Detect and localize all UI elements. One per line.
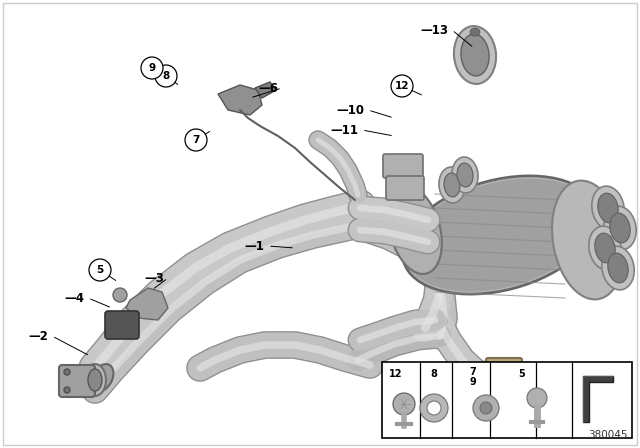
Ellipse shape	[90, 364, 113, 392]
Bar	[382, 362, 632, 438]
Polygon shape	[255, 82, 276, 98]
Circle shape	[113, 288, 127, 302]
Text: 8: 8	[163, 71, 170, 81]
Ellipse shape	[454, 26, 496, 84]
Text: —4: —4	[64, 292, 84, 305]
Circle shape	[480, 402, 492, 414]
Text: 12: 12	[389, 369, 403, 379]
Text: 380045: 380045	[589, 430, 628, 440]
Text: 5: 5	[97, 265, 104, 275]
Ellipse shape	[444, 173, 460, 197]
Text: 7: 7	[192, 135, 200, 145]
FancyBboxPatch shape	[386, 176, 424, 200]
Ellipse shape	[595, 233, 615, 263]
Text: 8: 8	[431, 369, 437, 379]
Ellipse shape	[589, 226, 621, 270]
Ellipse shape	[470, 28, 480, 36]
FancyBboxPatch shape	[486, 358, 522, 390]
Circle shape	[185, 129, 207, 151]
Ellipse shape	[461, 34, 489, 76]
Circle shape	[141, 57, 163, 79]
Ellipse shape	[552, 181, 624, 299]
Circle shape	[155, 65, 177, 87]
Circle shape	[64, 369, 70, 375]
Text: —11: —11	[330, 124, 358, 137]
Ellipse shape	[388, 186, 442, 274]
Circle shape	[527, 388, 547, 408]
Circle shape	[89, 259, 111, 281]
Circle shape	[427, 401, 441, 415]
Ellipse shape	[88, 369, 102, 391]
Text: —6: —6	[258, 82, 278, 95]
FancyBboxPatch shape	[383, 154, 423, 178]
Text: —10: —10	[336, 103, 364, 116]
Ellipse shape	[439, 167, 465, 203]
Polygon shape	[126, 288, 168, 320]
FancyBboxPatch shape	[59, 365, 95, 397]
Text: 9: 9	[148, 63, 156, 73]
Text: —3: —3	[144, 271, 164, 284]
Circle shape	[64, 387, 70, 393]
Ellipse shape	[602, 246, 634, 290]
Circle shape	[391, 75, 413, 97]
Circle shape	[420, 394, 448, 422]
Circle shape	[473, 395, 499, 421]
Text: 5: 5	[518, 369, 525, 379]
FancyBboxPatch shape	[105, 311, 139, 339]
Circle shape	[393, 393, 415, 415]
Polygon shape	[218, 85, 262, 115]
Text: 9: 9	[470, 377, 476, 387]
Ellipse shape	[457, 163, 473, 187]
Ellipse shape	[610, 213, 630, 243]
Polygon shape	[583, 376, 613, 422]
Ellipse shape	[592, 186, 624, 230]
Text: 12: 12	[395, 81, 409, 91]
Ellipse shape	[604, 206, 636, 250]
Ellipse shape	[608, 253, 628, 283]
Text: —13: —13	[420, 23, 448, 36]
Ellipse shape	[403, 176, 598, 294]
Ellipse shape	[452, 157, 478, 193]
Ellipse shape	[84, 364, 106, 396]
Text: —1: —1	[244, 240, 264, 253]
Text: 7: 7	[470, 367, 476, 377]
Ellipse shape	[598, 193, 618, 223]
Text: —2: —2	[28, 329, 48, 343]
